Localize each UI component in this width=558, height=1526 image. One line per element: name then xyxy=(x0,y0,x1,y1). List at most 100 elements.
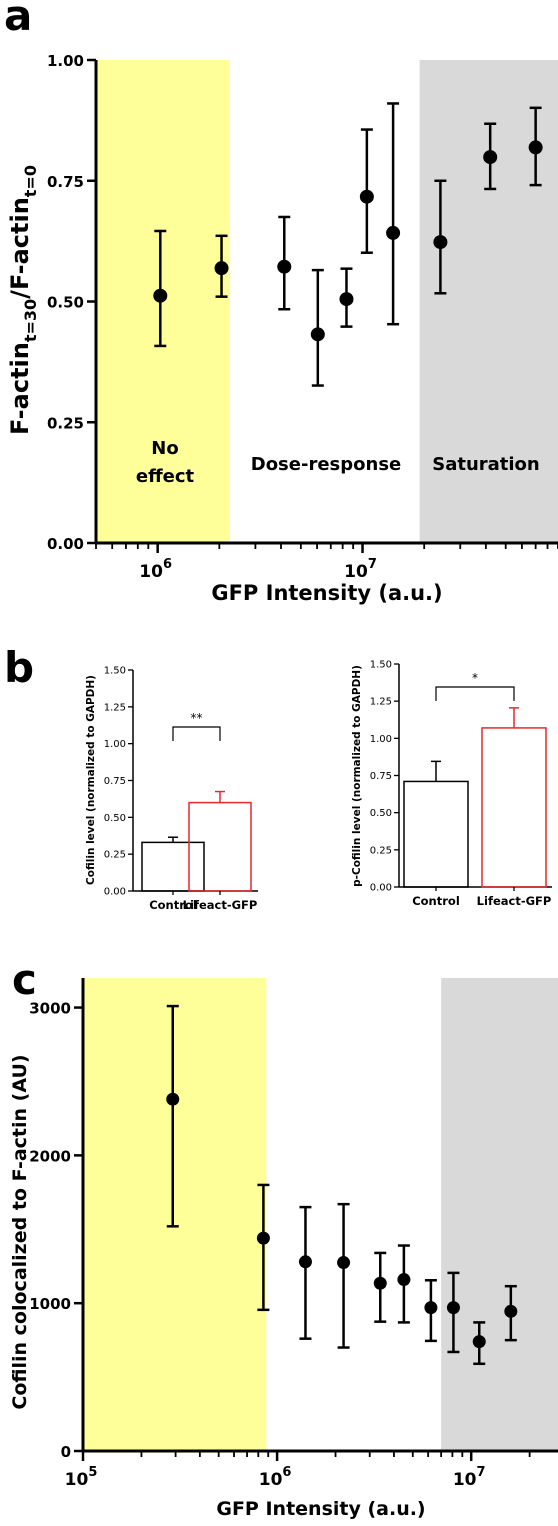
panel-a-data-point xyxy=(214,234,229,298)
panel-b-right-y-tick-label: 1.50 xyxy=(370,660,392,671)
panel-c-marker xyxy=(472,1335,486,1349)
panel-b-right-x-tick-label: Control xyxy=(412,894,460,908)
panel-b-left-y-tick-label: 0.75 xyxy=(104,776,126,787)
panel-c-region-band xyxy=(441,978,558,1451)
panel-a-marker xyxy=(386,225,401,240)
panel-a-marker xyxy=(528,140,543,155)
panel-b-left-x-tick-label: Lifeact-GFP xyxy=(183,898,258,912)
panel-c-data-point xyxy=(166,1004,180,1228)
panel-c-data-point xyxy=(424,1279,438,1343)
panel-a-marker xyxy=(433,235,448,250)
panel-a-data-point xyxy=(310,268,325,387)
panel-c-y-axis-title: Cofilin colocalized to F-actin (AU) xyxy=(9,1054,31,1409)
panel-b-right-significance-stars: * xyxy=(472,671,478,685)
panel-b-left-chart: 0.00 0.25 0.50 0.75 1.00 1.25 1.50 ControlLife… xyxy=(85,666,258,912)
panel-c-chart: 0 1000 2000 3000 105 106 107 GFP Intensity (a.… xyxy=(9,978,558,1520)
panel-label-b: b xyxy=(4,643,34,692)
panel-b-right-significance-bracket xyxy=(435,686,515,701)
panel-a-data-point xyxy=(339,267,354,328)
panel-b-right-x-tick-label: Lifeact-GFP xyxy=(477,894,552,908)
panel-a-data-point xyxy=(359,128,374,254)
panel-c-data-point xyxy=(256,1183,270,1312)
panel-b-right-y-axis-title: p-Cofilin level (normalized to GAPDH) xyxy=(351,665,363,887)
panel-a-marker xyxy=(153,288,168,303)
panel-b-right-y-tick-label: 0.75 xyxy=(370,771,392,782)
panel-c-data-point xyxy=(472,1321,486,1366)
panel-c-region-band xyxy=(83,978,267,1451)
panel-a-data-point xyxy=(483,122,498,191)
panel-c-marker xyxy=(337,1256,351,1270)
panel-c-x-axis-title: GFP Intensity (a.u.) xyxy=(216,1498,425,1520)
panel-a-y-tick-label: 0.50 xyxy=(47,294,84,312)
panel-a-x-tick-label: 107 xyxy=(344,557,377,582)
panel-b-left-bar xyxy=(188,801,252,892)
panel-b-right-y-tick-label: 1.00 xyxy=(370,734,392,745)
panel-a-marker xyxy=(310,327,325,342)
panel-c-x-tick-label: 106 xyxy=(259,1465,292,1490)
panel-a-data-point xyxy=(386,102,401,326)
panel-c-data-point xyxy=(446,1271,460,1354)
panel-a-region-label: effect xyxy=(136,466,195,487)
panel-a-marker xyxy=(277,259,292,274)
panel-b-right-bar xyxy=(403,780,469,888)
panel-c-data-point xyxy=(337,1202,351,1349)
panel-a-y-tick-label: 0.75 xyxy=(47,173,84,191)
panel-a-x-tick-label: 106 xyxy=(139,557,172,582)
panel-a-y-tick-label: 0.25 xyxy=(47,414,84,432)
panel-a-marker xyxy=(483,150,498,165)
panel-b-right-y-tick-label: 0.00 xyxy=(370,883,392,894)
panel-a-data-point xyxy=(153,229,168,348)
panel-b-left-y-tick-label: 0.00 xyxy=(104,887,126,898)
panel-a-marker xyxy=(339,292,354,307)
panel-c-x-tick-label: 107 xyxy=(453,1465,486,1490)
panel-label-c: c xyxy=(12,955,37,1004)
panel-a-region-label: Saturation xyxy=(432,454,540,475)
panel-a-data-point xyxy=(277,215,292,311)
panel-b-left-bar xyxy=(141,841,205,892)
panel-c-y-tick-label: 2000 xyxy=(29,1147,71,1165)
panel-c-marker xyxy=(424,1301,438,1315)
panel-b-left-y-tick-label: 1.50 xyxy=(104,666,126,677)
panel-b-right-y-tick-label: 0.25 xyxy=(370,845,392,856)
panel-c-marker xyxy=(397,1273,411,1287)
panel-b-left-y-tick-label: 1.00 xyxy=(104,739,126,750)
panel-b-right-bar xyxy=(481,727,547,888)
panel-a-region-label: No xyxy=(151,438,178,459)
panel-c-data-point xyxy=(298,1205,312,1340)
panel-b-left-significance-bracket xyxy=(172,726,221,741)
panel-a-region-label: Dose-response xyxy=(251,454,402,475)
panel-a-y-axis-title: F-actint=30/F-actint=0 xyxy=(6,165,40,435)
panel-a-data-point xyxy=(528,106,543,187)
panel-c-y-tick-label: 1000 xyxy=(29,1295,71,1313)
panel-b-left-y-tick-label: 0.25 xyxy=(104,850,126,861)
panel-c-marker xyxy=(373,1276,387,1290)
panel-c-y-tick-label: 0 xyxy=(61,1443,71,1461)
panel-a-marker xyxy=(214,261,229,276)
panel-a-data-point xyxy=(433,179,448,295)
panel-a-x-axis-title: GFP Intensity (a.u.) xyxy=(211,581,442,605)
panel-c-marker xyxy=(504,1304,518,1318)
panel-a-marker xyxy=(359,189,374,204)
panel-b-left-y-tick-label: 0.50 xyxy=(104,813,126,824)
panel-a-chart: No effect Dose-response Saturation 0.00 0.25… xyxy=(6,52,558,605)
panel-c-marker xyxy=(298,1255,312,1269)
panel-a-y-tick-label: 1.00 xyxy=(47,52,84,70)
panel-c-data-point xyxy=(373,1251,387,1323)
panel-b-right-y-tick-label: 0.50 xyxy=(370,808,392,819)
panel-label-a: a xyxy=(4,0,32,40)
panel-b-left-significance-stars: ** xyxy=(191,711,203,725)
panel-c-marker xyxy=(446,1301,460,1315)
panel-c-marker xyxy=(256,1231,270,1245)
panel-b-left-x-tick-label: Control xyxy=(149,898,197,912)
panel-b-left-y-axis-title: Cofilin level (normalized to GAPDH) xyxy=(85,675,97,885)
panel-c-data-point xyxy=(397,1244,411,1324)
panel-c-x-tick-label: 105 xyxy=(65,1465,98,1490)
panel-b-right-chart: 0.00 0.25 0.50 0.75 1.00 1.25 1.50 Control Life… xyxy=(351,660,552,908)
panel-a-y-tick-label: 0.00 xyxy=(47,535,84,553)
panel-b-right-y-tick-label: 1.25 xyxy=(370,697,392,708)
panel-c-marker xyxy=(166,1092,180,1106)
panel-c-y-tick-label: 3000 xyxy=(29,1000,71,1018)
panel-c-data-point xyxy=(504,1284,518,1342)
panel-b-left-y-tick-label: 1.25 xyxy=(104,702,126,713)
